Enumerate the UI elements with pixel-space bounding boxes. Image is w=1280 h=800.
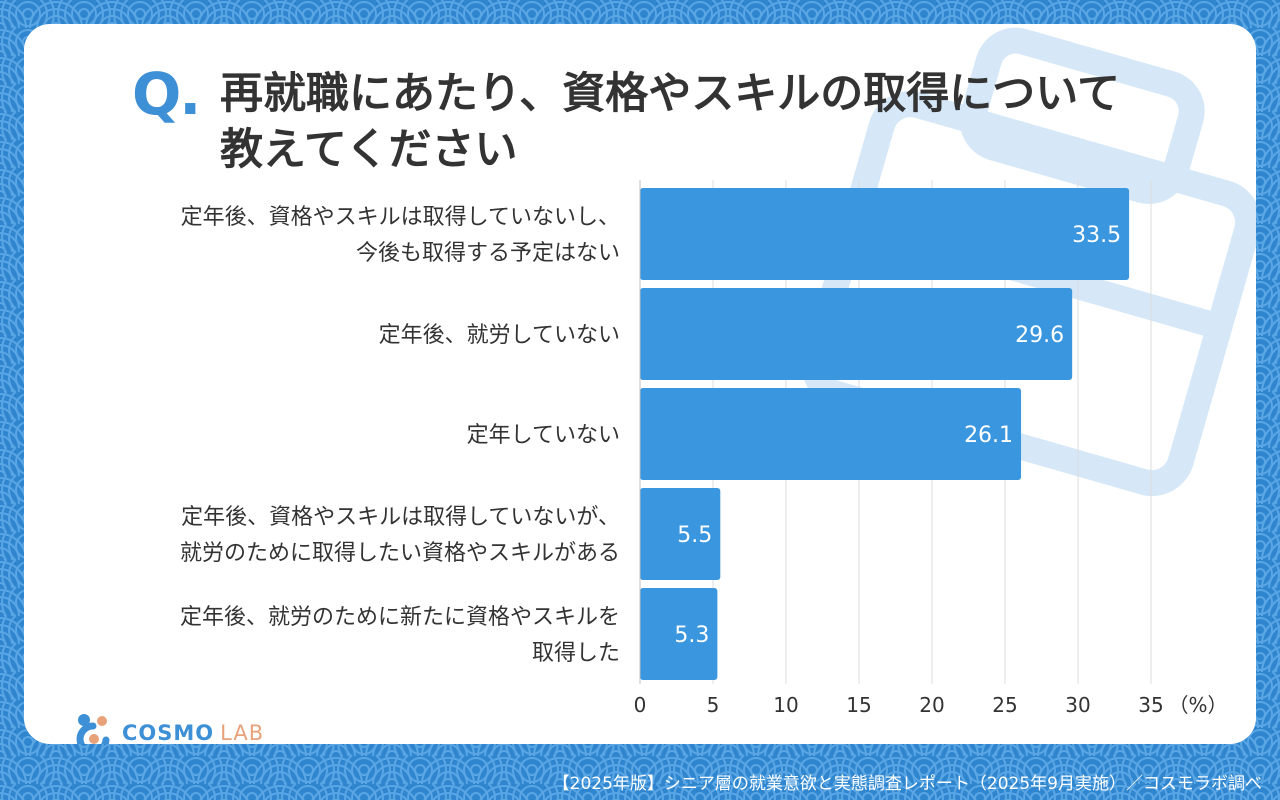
x-tick-label-25: 25 [992, 693, 1017, 717]
bar-5 [640, 588, 718, 680]
footer-caption: 【2025年版】シニア層の就業意欲と実態調査レポート（2025年9月実施）／コス… [552, 774, 1262, 794]
x-tick-label-15: 15 [846, 693, 871, 717]
category-label-4-line-1: 定年後、資格やスキルは取得していないが、 [181, 505, 620, 530]
question-mark-label: Q. [132, 60, 201, 128]
logo-wordmark: COSMO LAB [122, 721, 264, 744]
question-title-line-1: 再就職にあたり、資格やスキルの取得について [220, 69, 1120, 119]
bar-3 [640, 388, 1022, 480]
bar-2 [640, 288, 1073, 380]
bar-1 [640, 188, 1130, 280]
cosmo-lab-logo: COSMO LAB [72, 710, 264, 744]
logo-name: COSMO [122, 721, 215, 744]
category-label-4-line-2: 就労のために取得したい資格やスキルがある [180, 541, 620, 566]
category-label-1-line-1: 定年後、資格やスキルは取得していないし、 [181, 205, 620, 230]
x-axis-unit-label: （%） [1168, 693, 1227, 717]
logo-mark-icon [76, 714, 110, 744]
x-tick-label-10: 10 [773, 693, 798, 717]
x-tick-label-30: 30 [1065, 693, 1090, 717]
category-label-2-line-1: 定年後、就労していない [379, 323, 620, 348]
x-tick-label-5: 5 [707, 693, 720, 717]
x-tick-label-35: 35 [1138, 693, 1163, 717]
value-label-4: 5.5 [677, 523, 712, 548]
value-label-1: 33.5 [1072, 223, 1121, 248]
value-label-3: 26.1 [964, 423, 1013, 448]
bar-4 [640, 488, 721, 580]
x-tick-label-20: 20 [919, 693, 944, 717]
category-label-1-line-2: 今後も取得する予定はない [356, 241, 620, 266]
category-label-5-line-2: 取得した [532, 641, 620, 666]
logo-suffix: LAB [220, 721, 265, 744]
category-label-3-line-1: 定年していない [467, 423, 620, 448]
category-label-5-line-1: 定年後、就労のために新たに資格やスキルを [180, 605, 620, 630]
question-title: 再就職にあたり、資格やスキルの取得について 教えてください [220, 66, 1200, 178]
value-label-5: 5.3 [674, 623, 709, 648]
question-title-line-2: 教えてください [220, 125, 518, 175]
x-tick-label-0: 0 [634, 693, 647, 717]
value-label-2: 29.6 [1015, 323, 1064, 348]
